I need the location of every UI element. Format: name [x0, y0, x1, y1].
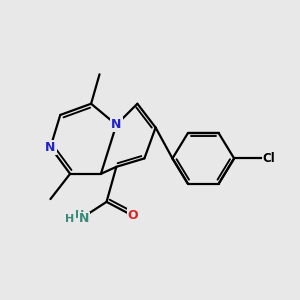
Text: H: H [65, 214, 75, 224]
Text: Cl: Cl [263, 152, 276, 165]
Text: N: N [45, 141, 56, 154]
Text: O: O [128, 209, 139, 222]
Text: H: H [75, 210, 85, 220]
Text: N: N [111, 118, 122, 131]
Text: N: N [79, 212, 89, 225]
